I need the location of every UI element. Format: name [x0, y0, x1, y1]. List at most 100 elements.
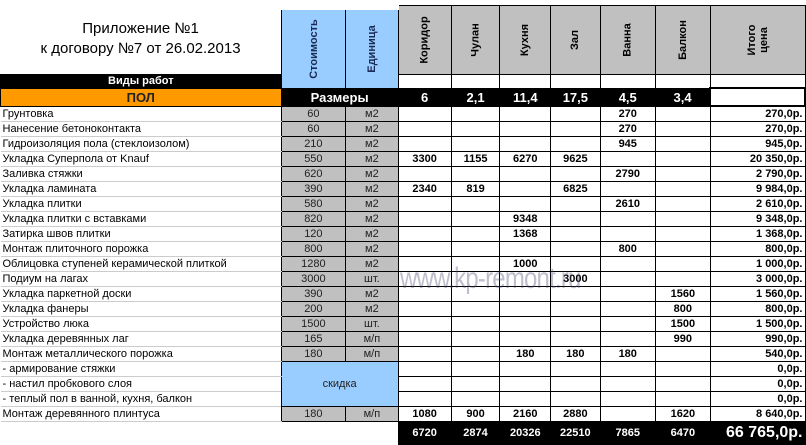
work-name-cell[interactable]: Нанесение бетоноконтакта [0, 121, 282, 137]
room-value-cell[interactable] [450, 211, 501, 227]
cost-cell[interactable]: 180 [280, 346, 347, 362]
room-value-cell[interactable] [397, 226, 452, 242]
room-value-cell[interactable] [450, 301, 501, 317]
room-value-cell[interactable] [654, 271, 711, 287]
room-value-cell[interactable] [654, 211, 711, 227]
work-name-cell[interactable]: Укладка паркетной доски [0, 286, 282, 302]
work-name-cell[interactable]: Укладка ламината [0, 181, 282, 197]
row-total-cell[interactable]: 3 000,0р. [709, 271, 806, 287]
room-value-cell[interactable] [397, 361, 452, 377]
work-name-cell[interactable]: - теплый пол в ванной, кухня, балкон [0, 391, 282, 407]
room-value-cell[interactable] [550, 316, 601, 332]
room-sum-cell[interactable]: 7865 [599, 421, 656, 445]
room-value-cell[interactable] [397, 196, 452, 212]
room-value-cell[interactable]: 2790 [599, 166, 656, 182]
room-value-cell[interactable]: 6825 [550, 181, 601, 197]
room-value-cell[interactable] [599, 271, 656, 287]
cost-cell[interactable]: 1280 [280, 256, 347, 272]
room-value-cell[interactable]: 9348 [499, 211, 552, 227]
unit-cell[interactable]: м/п [345, 406, 399, 422]
room-value-cell[interactable] [550, 136, 601, 152]
work-name-cell[interactable]: - армирование стяжки [0, 361, 282, 377]
cost-cell[interactable]: 165 [280, 331, 347, 347]
room-value-cell[interactable]: 180 [550, 346, 601, 362]
room-value-cell[interactable] [450, 196, 501, 212]
row-total-cell[interactable]: 800,0р. [709, 301, 806, 317]
room-value-cell[interactable] [599, 211, 656, 227]
room-value-cell[interactable] [599, 316, 656, 332]
room-value-cell[interactable] [550, 121, 601, 137]
room-value-cell[interactable] [599, 331, 656, 347]
cost-cell[interactable]: 210 [280, 136, 347, 152]
room-sum-cell[interactable]: 20326 [499, 421, 552, 445]
row-total-cell[interactable]: 270,0р. [709, 105, 806, 122]
room-value-cell[interactable] [599, 256, 656, 272]
cost-cell[interactable]: 550 [280, 151, 347, 167]
room-value-cell[interactable] [550, 301, 601, 317]
room-value-cell[interactable] [599, 151, 656, 167]
room-value-cell[interactable] [450, 226, 501, 242]
room-value-cell[interactable] [499, 301, 552, 317]
work-name-cell[interactable]: Укладка плитки с вставками [0, 211, 282, 227]
cost-cell[interactable]: 200 [280, 301, 347, 317]
room-value-cell[interactable]: 270 [599, 121, 656, 137]
room-value-cell[interactable] [550, 105, 601, 122]
work-name-cell[interactable]: Подиум на лагах [0, 271, 282, 287]
unit-cell[interactable]: м2 [345, 286, 399, 302]
room-value-cell[interactable]: 945 [599, 136, 656, 152]
cost-cell[interactable]: 390 [280, 286, 347, 302]
room-value-cell[interactable] [654, 256, 711, 272]
room-value-cell[interactable] [397, 301, 452, 317]
row-total-cell[interactable]: 1 500,0р. [709, 316, 806, 332]
unit-cell[interactable]: м/п [345, 346, 399, 362]
unit-cell[interactable]: м2 [345, 121, 399, 137]
room-value-cell[interactable]: 2340 [397, 181, 452, 197]
room-value-cell[interactable] [397, 346, 452, 362]
room-value-cell[interactable] [499, 121, 552, 137]
room-value-cell[interactable] [599, 361, 656, 377]
row-total-cell[interactable]: 1 368,0р. [709, 226, 806, 242]
room-value-cell[interactable]: 180 [499, 346, 552, 362]
room-value-cell[interactable] [450, 105, 501, 122]
room-value-cell[interactable] [397, 316, 452, 332]
grand-total-cell[interactable]: 66 765,0р. [709, 421, 806, 445]
room-value-cell[interactable] [450, 166, 501, 182]
row-total-cell[interactable]: 1 560,0р. [709, 286, 806, 302]
room-value-cell[interactable]: 800 [599, 241, 656, 257]
row-total-cell[interactable]: 0,0р. [709, 361, 806, 377]
room-value-cell[interactable] [397, 241, 452, 257]
room-value-cell[interactable] [499, 376, 552, 392]
room-value-cell[interactable] [599, 406, 656, 422]
room-value-cell[interactable] [550, 196, 601, 212]
room-value-cell[interactable] [397, 331, 452, 347]
cost-cell[interactable]: 60 [280, 105, 347, 122]
room-value-cell[interactable] [550, 211, 601, 227]
cost-cell[interactable]: 3000 [280, 271, 347, 287]
room-value-cell[interactable] [499, 361, 552, 377]
work-name-cell[interactable]: Затирка швов плитки [0, 226, 282, 242]
work-name-cell[interactable]: Грунтовка [0, 105, 282, 122]
row-total-cell[interactable]: 2 790,0р. [709, 166, 806, 182]
room-value-cell[interactable] [450, 136, 501, 152]
room-value-cell[interactable] [654, 241, 711, 257]
cost-cell[interactable]: 390 [280, 181, 347, 197]
cost-cell[interactable]: 120 [280, 226, 347, 242]
work-name-cell[interactable]: Устройство люка [0, 316, 282, 332]
room-sum-cell[interactable]: 22510 [550, 421, 601, 445]
room-value-cell[interactable] [450, 391, 501, 407]
work-name-cell[interactable]: Укладка Суперпола от Knauf [0, 151, 282, 167]
room-value-cell[interactable] [450, 361, 501, 377]
work-name-cell[interactable]: - настил пробкового слоя [0, 376, 282, 392]
cost-cell[interactable]: 1500 [280, 316, 347, 332]
unit-cell[interactable]: м/п [345, 331, 399, 347]
room-value-cell[interactable] [654, 166, 711, 182]
discount-cell[interactable]: скидка [280, 361, 399, 407]
room-value-cell[interactable] [654, 361, 711, 377]
row-total-cell[interactable]: 990,0р. [709, 331, 806, 347]
room-value-cell[interactable] [499, 391, 552, 407]
cost-cell[interactable]: 620 [280, 166, 347, 182]
work-name-cell[interactable]: Заливка стяжки [0, 166, 282, 182]
row-total-cell[interactable]: 270,0р. [709, 121, 806, 137]
unit-cell[interactable]: м2 [345, 136, 399, 152]
work-name-cell[interactable]: Облицовка ступеней керамической плиткой [0, 256, 282, 272]
